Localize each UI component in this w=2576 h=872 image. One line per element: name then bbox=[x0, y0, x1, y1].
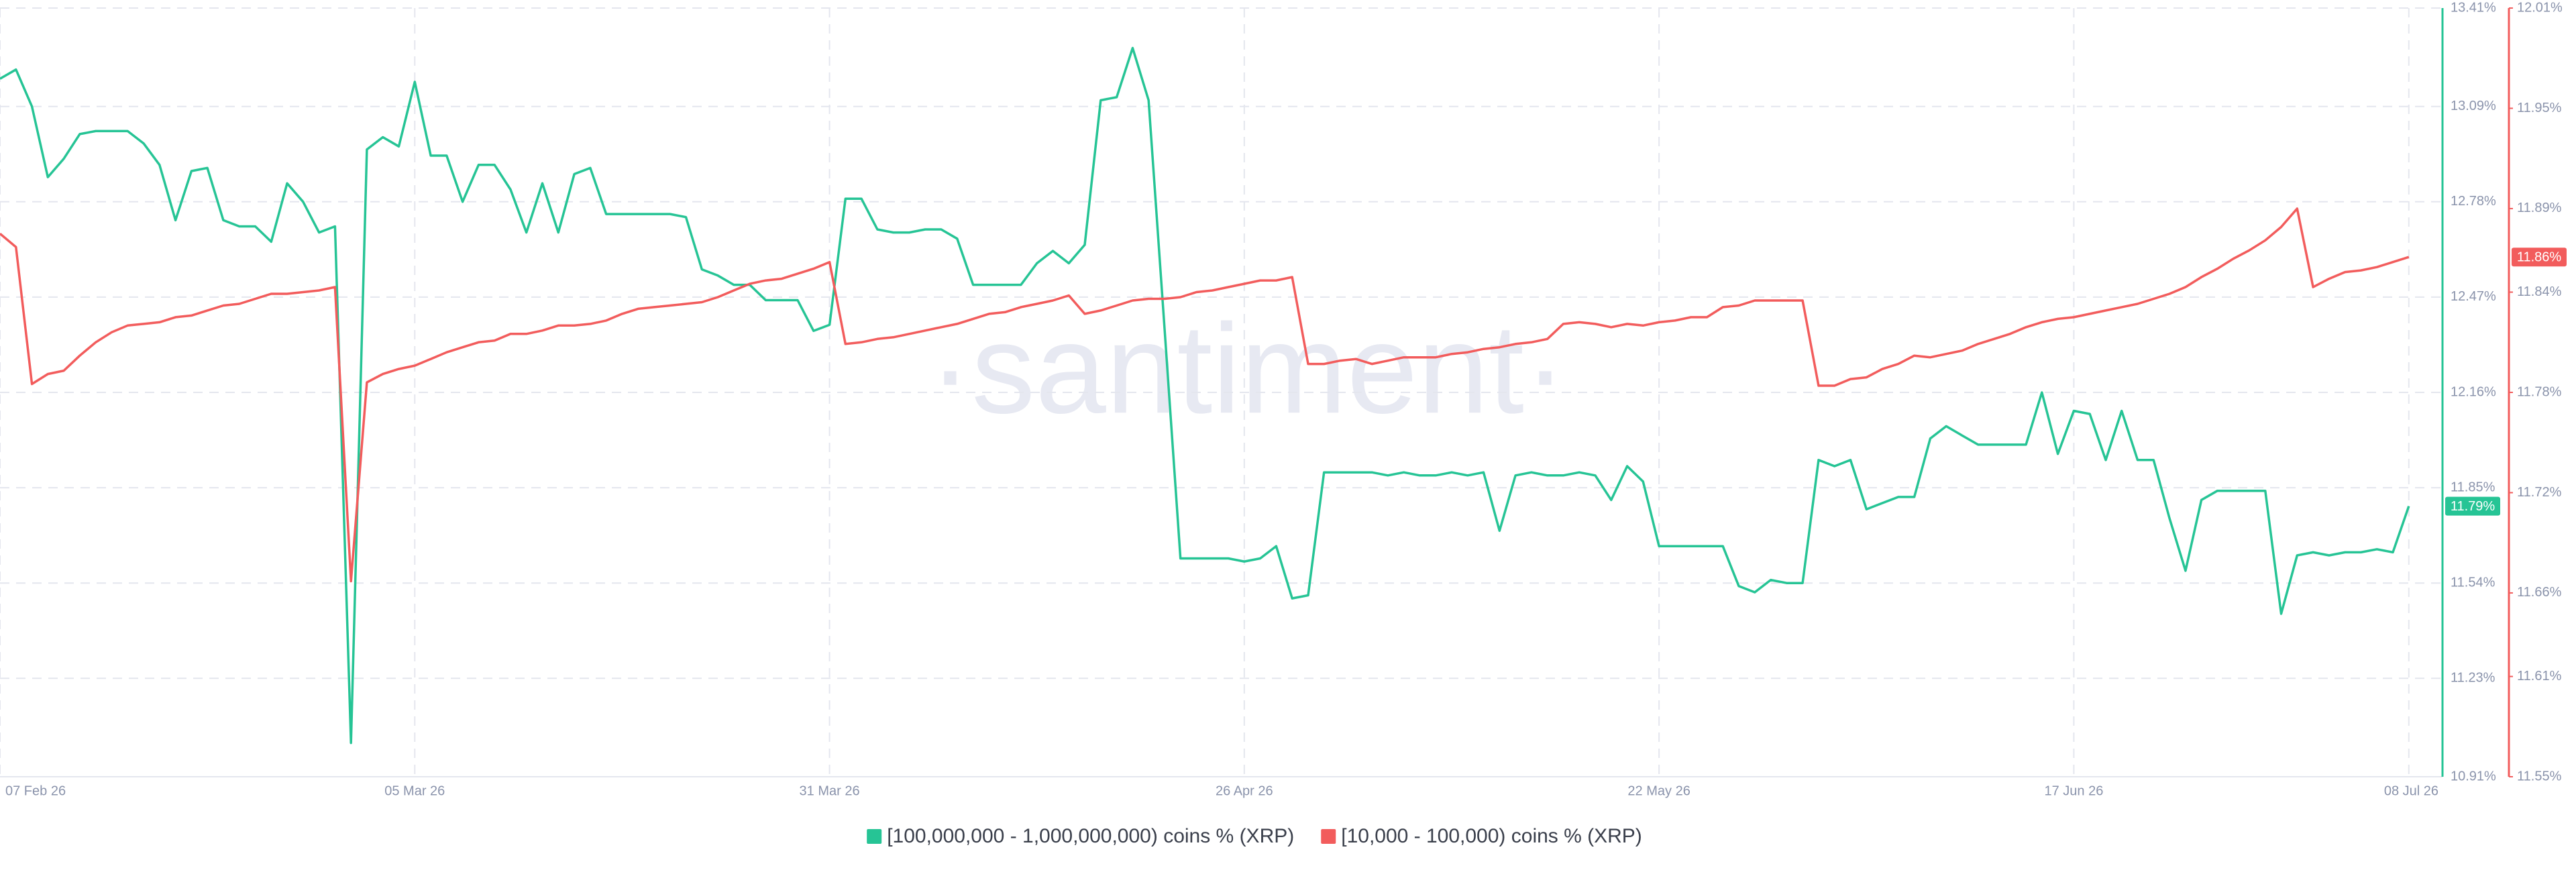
y2-tick-label: 11.89% bbox=[2517, 201, 2562, 215]
x-tick-label: 07 Feb 26 bbox=[5, 783, 66, 798]
y-tick-label: 13.41% bbox=[2451, 0, 2496, 15]
current-badge bbox=[2512, 248, 2567, 267]
series-line bbox=[0, 46, 2410, 745]
current-badge bbox=[2445, 496, 2500, 516]
y-tick-label: 11.85% bbox=[2451, 480, 2496, 494]
y-tick-label: 10.91% bbox=[2451, 769, 2496, 783]
legend-swatch bbox=[867, 829, 882, 844]
x-tick-label: 26 Apr 26 bbox=[1216, 783, 1273, 798]
y-tick-label: 13.09% bbox=[2451, 99, 2496, 113]
y-tick-label: 11.54% bbox=[2451, 575, 2496, 590]
y-tick-label: 12.47% bbox=[2451, 289, 2496, 304]
watermark: ·santiment· bbox=[929, 298, 1566, 440]
y-tick-label: 12.16% bbox=[2451, 384, 2496, 399]
x-tick-label: 31 Mar 26 bbox=[800, 783, 860, 798]
legend: [100,000,000 - 1,000,000,000) coins % (X… bbox=[867, 825, 1642, 847]
legend-swatch bbox=[1321, 829, 1336, 844]
series-line bbox=[0, 207, 2410, 583]
x-tick-label: 17 Jun 26 bbox=[2044, 783, 2103, 798]
x-tick-label: 08 Jul 26 bbox=[2384, 783, 2438, 798]
y2-tick-label: 11.95% bbox=[2517, 101, 2562, 115]
legend-label: [10,000 - 100,000) coins % (XRP) bbox=[1341, 825, 1642, 847]
y-tick-label: 12.78% bbox=[2451, 194, 2496, 209]
y2-tick-label: 12.01% bbox=[2517, 0, 2563, 15]
y-tick-label: 11.23% bbox=[2451, 671, 2496, 686]
legend-label: [100,000,000 - 1,000,000,000) coins % (X… bbox=[887, 825, 1294, 847]
y2-tick-label: 11.55% bbox=[2517, 769, 2562, 783]
current-label: 11.79% bbox=[2451, 499, 2496, 514]
y2-tick-label: 11.78% bbox=[2517, 384, 2562, 399]
current-label: 11.86% bbox=[2517, 250, 2562, 264]
y2-tick-label: 11.84% bbox=[2517, 284, 2562, 299]
y2-tick-label: 11.72% bbox=[2517, 485, 2562, 500]
y2-tick-label: 11.66% bbox=[2517, 585, 2562, 600]
x-tick-label: 05 Mar 26 bbox=[384, 783, 445, 798]
x-tick-label: 22 May 26 bbox=[1627, 783, 1690, 798]
y2-tick-label: 11.61% bbox=[2517, 669, 2562, 684]
